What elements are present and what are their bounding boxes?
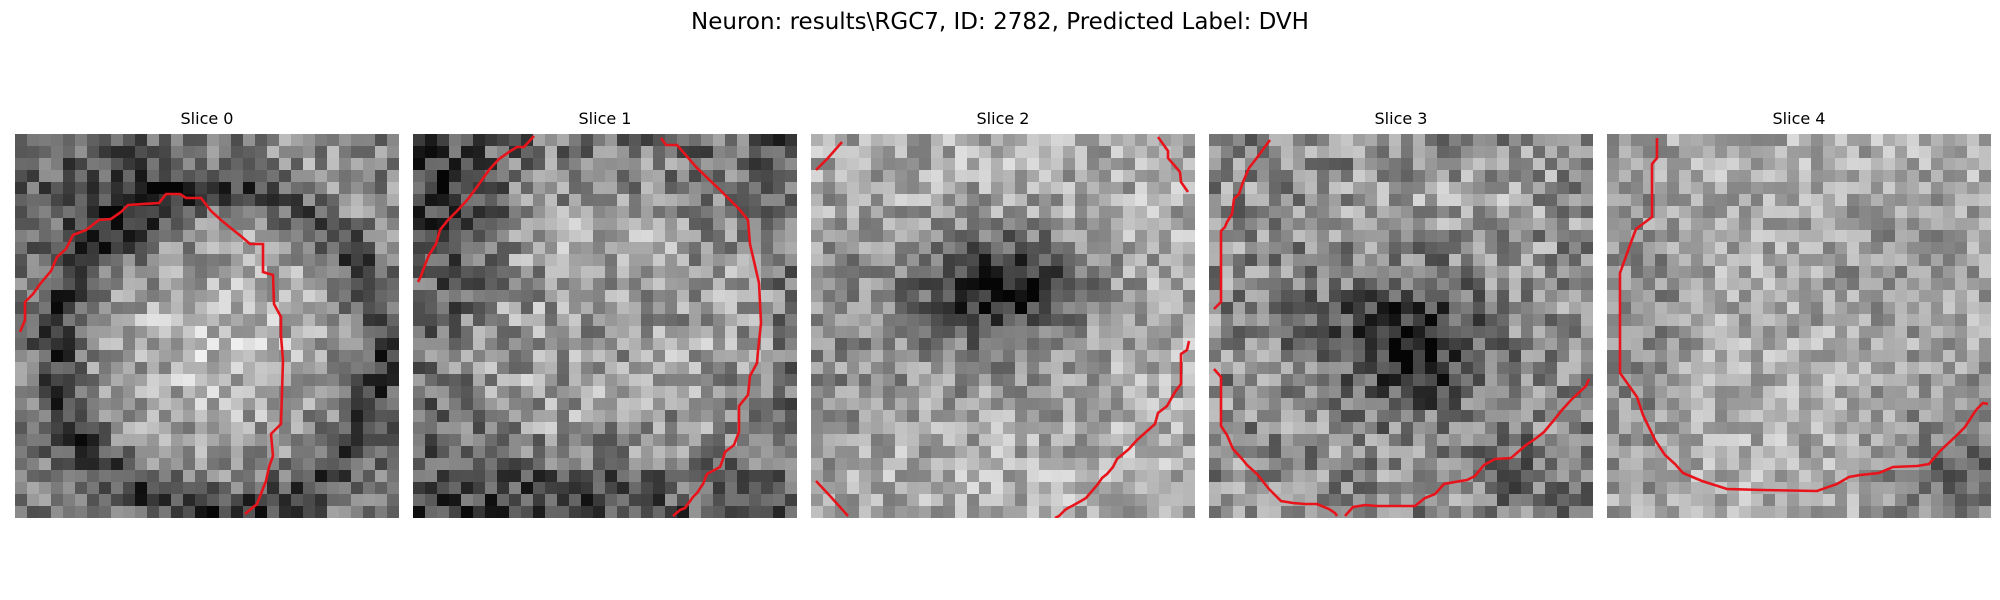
slice-image-0 — [15, 134, 399, 518]
slice-title-3: Slice 3 — [1374, 109, 1428, 128]
slice-pixels-1 — [413, 134, 797, 518]
slice-pixels-3 — [1209, 134, 1593, 518]
contour-overlay-1 — [416, 135, 763, 517]
contour-overlay-0 — [18, 192, 285, 515]
contour-line-2-bottom-left — [815, 480, 849, 517]
contour-overlay-3 — [1213, 139, 1591, 517]
contour-overlay-2 — [815, 136, 1191, 518]
slice-pixels-2 — [811, 134, 1195, 518]
contour-overlay-4 — [1618, 138, 1989, 493]
slice-image-2 — [811, 134, 1195, 518]
contour-line-0 — [18, 192, 285, 515]
slice-image-4 — [1607, 134, 1991, 518]
slice-image-3 — [1209, 134, 1593, 518]
slice-title-4: Slice 4 — [1772, 109, 1826, 128]
slice-title-0: Slice 0 — [180, 109, 234, 128]
contour-line-2-top-right — [1156, 136, 1190, 193]
slice-title-2: Slice 2 — [976, 109, 1030, 128]
contour-line-3-upper-left — [1213, 139, 1272, 310]
contour-line-4 — [1618, 138, 1989, 493]
slice-image-1 — [413, 134, 797, 518]
contour-line-2-top-left — [815, 141, 843, 171]
contour-line-3-lower-right — [1344, 378, 1591, 517]
figure-title: Neuron: results\RGC7, ID: 2782, Predicte… — [691, 9, 1309, 35]
slice-pixels-0 — [15, 134, 399, 518]
contour-line-1-left — [416, 135, 535, 283]
contour-line-2-bottom-right — [1054, 340, 1191, 518]
slice-title-1: Slice 1 — [578, 109, 632, 128]
contour-line-3-lower — [1213, 368, 1339, 517]
slice-pixels-4 — [1607, 134, 1991, 518]
contour-line-1-right — [659, 137, 763, 517]
